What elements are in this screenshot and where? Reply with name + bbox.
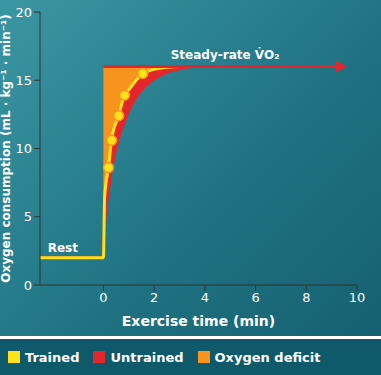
svg-text:Steady-rate V̇O₂: Steady-rate V̇O₂ xyxy=(171,47,280,61)
svg-text:4: 4 xyxy=(201,290,209,305)
svg-text:10: 10 xyxy=(15,141,32,156)
html-text:Oxygen deficit: Oxygen deficit xyxy=(214,349,321,365)
svg-text:0: 0 xyxy=(24,278,32,293)
svg-text:Exercise time (min): Exercise time (min) xyxy=(122,313,275,329)
svg-text:5: 5 xyxy=(24,209,32,224)
html-text:Trained: Trained xyxy=(25,349,80,365)
svg-text:8: 8 xyxy=(302,290,310,305)
svg-text:0: 0 xyxy=(99,290,107,305)
svg-text:10: 10 xyxy=(349,290,366,305)
svg-text:20: 20 xyxy=(15,5,32,20)
svg-text:Rest: Rest xyxy=(48,241,79,255)
html-text:Untrained: Untrained xyxy=(110,349,184,365)
svg-text:6: 6 xyxy=(251,290,259,305)
svg-text:2: 2 xyxy=(150,290,158,305)
svg-text:Oxygen consumption (mL · kg⁻¹: Oxygen consumption (mL · kg⁻¹ · min⁻¹) xyxy=(0,14,13,283)
svg-text:15: 15 xyxy=(15,73,32,88)
